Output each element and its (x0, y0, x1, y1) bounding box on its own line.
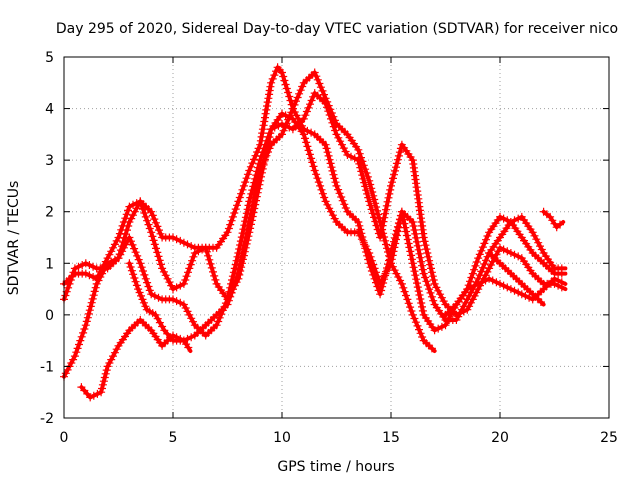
grid (64, 57, 609, 418)
y-tick-label: 1 (45, 256, 54, 272)
series-track-d (77, 316, 193, 402)
series-markers (77, 316, 193, 402)
series-line (79, 318, 193, 400)
x-tick-label: 0 (60, 430, 69, 446)
x-tick-label: 10 (273, 430, 291, 446)
series-track-g (485, 249, 546, 307)
plot-frame (63, 56, 610, 419)
data-series (60, 63, 568, 402)
series-track-f (441, 274, 568, 319)
series-track-c (60, 89, 568, 340)
x-axis-label: GPS time / hours (277, 459, 394, 475)
series-markers (60, 63, 566, 381)
series-track-b (60, 109, 568, 324)
series-markers (125, 68, 436, 353)
y-tick-label: 2 (45, 205, 54, 221)
x-tick-label: 5 (169, 430, 178, 446)
y-axis-label: SDTVAR / TECUs (6, 181, 22, 296)
series-markers (60, 89, 566, 340)
y-tick-label: 3 (45, 153, 54, 169)
axis-ticks: 0 5 10 15 20 25 -2 -1 0 1 2 3 4 5 (40, 50, 618, 446)
chart-title: Day 295 of 2020, Sidereal Day-to-day VTE… (56, 21, 618, 37)
y-tick-label: 5 (45, 50, 54, 66)
x-tick-label: 20 (491, 430, 509, 446)
series-track-e (125, 68, 437, 353)
series-line (62, 65, 568, 379)
x-tick-label: 25 (600, 430, 618, 446)
y-tick-label: -2 (40, 411, 54, 427)
series-track-h (539, 207, 566, 232)
series-markers (441, 274, 566, 319)
series-markers (485, 249, 545, 306)
series-markers (60, 109, 566, 324)
y-tick-label: 0 (45, 308, 54, 324)
y-tick-label: 4 (45, 102, 54, 118)
series-markers (539, 207, 564, 232)
x-tick-label: 15 (382, 430, 400, 446)
y-tick-label: -1 (40, 359, 54, 375)
series-track-a (60, 63, 568, 381)
